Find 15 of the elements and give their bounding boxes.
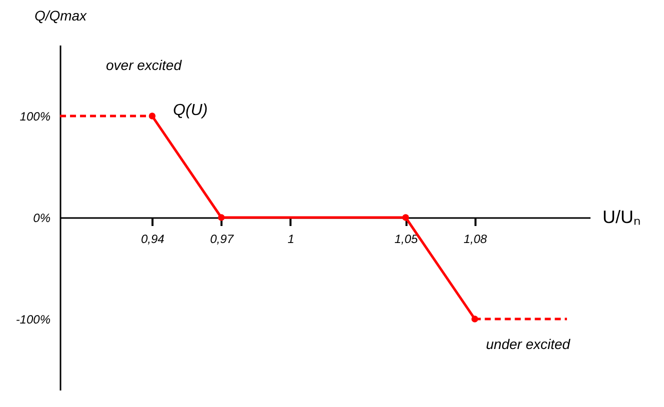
y-tick-label: 0% xyxy=(33,211,51,225)
y-axis-title: Q/Qmax xyxy=(34,8,88,24)
x-tick-label: 0,97 xyxy=(210,232,235,246)
point xyxy=(218,214,225,221)
x-tick-label: 1,05 xyxy=(394,232,418,246)
y-tick-label: -100% xyxy=(16,312,51,326)
annotation: under excited xyxy=(486,336,572,352)
x-tick-label: 1 xyxy=(288,232,294,246)
point xyxy=(402,214,410,221)
annotation: Q(U) xyxy=(173,102,208,119)
x-axis-title: U/Uₙ xyxy=(602,207,640,227)
x-tick-label: 0,94 xyxy=(140,232,165,246)
x-tick-label: 1,08 xyxy=(464,232,488,246)
y-tick-label: 100% xyxy=(20,110,51,124)
annotation: over excited xyxy=(106,57,183,73)
